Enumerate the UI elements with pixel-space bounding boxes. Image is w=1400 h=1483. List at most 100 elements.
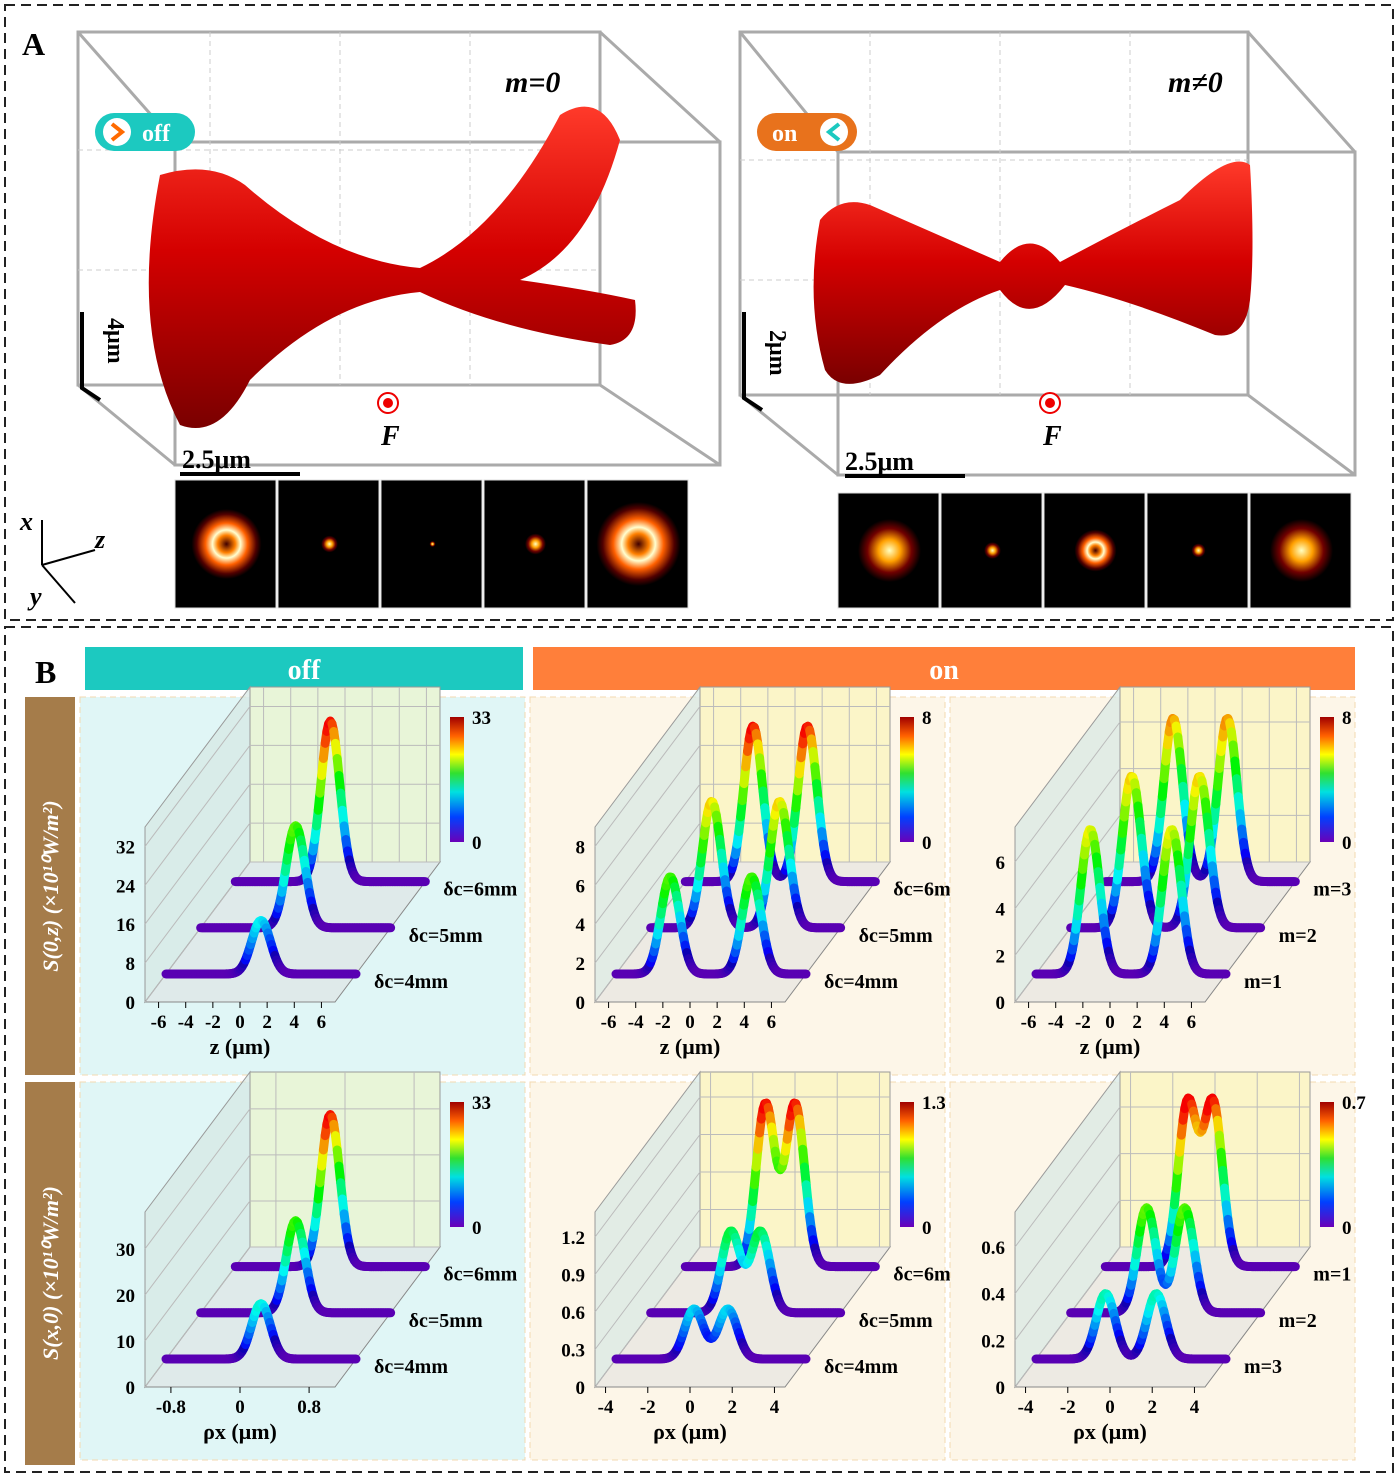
x-tick-label: 4 (1160, 1012, 1170, 1033)
thumb-spot (1192, 544, 1206, 558)
series-label: m=3 (1313, 879, 1351, 901)
colorbar-label: 8 (1342, 708, 1352, 729)
x-tick-label: 4 (770, 1397, 780, 1418)
colorbar (900, 1102, 914, 1227)
x-tick-label: 0.8 (297, 1397, 321, 1418)
x-tick-label: 0 (1105, 1012, 1115, 1033)
focus-label: F (380, 421, 400, 452)
y-tick-label: 1.2 (561, 1228, 585, 1249)
y-tick-label: 2 (996, 946, 1006, 967)
x-tick-label: 0 (235, 1012, 245, 1033)
y-tick-label: 6 (996, 853, 1006, 874)
colorbar-label: 33 (472, 1093, 491, 1114)
y-tick-label: 2 (576, 954, 586, 975)
y-tick-label: 0.2 (981, 1331, 1005, 1352)
thumb-spot (1270, 519, 1333, 582)
series-label: δc=4mm (824, 1356, 898, 1378)
y-tick-label: 0 (576, 1378, 586, 1399)
x-tick-label: 4 (740, 1012, 750, 1033)
x-tick-label: -4 (628, 1012, 644, 1033)
y-tick-label: 4 (996, 900, 1006, 921)
y-tick-label: 0 (996, 993, 1006, 1014)
thumb-spot (192, 509, 262, 579)
x-tick-label: 2 (262, 1012, 272, 1033)
colorbar-label: 33 (472, 708, 491, 729)
x-tick-label: 6 (317, 1012, 327, 1033)
focus-label: F (1042, 421, 1062, 452)
x-tick-label: 0 (1105, 1397, 1115, 1418)
x-tick-label: 6 (767, 1012, 777, 1033)
colorbar-label: 0 (922, 1218, 932, 1239)
series-label: m=2 (1279, 925, 1317, 947)
x-tick-label: -2 (205, 1012, 221, 1033)
x-tick-label: -2 (655, 1012, 671, 1033)
scale-bar (82, 312, 100, 400)
x-axis-label: z (μm) (660, 1034, 721, 1059)
y-tick-label: 4 (576, 915, 586, 936)
x-tick-label: 4 (290, 1012, 300, 1033)
x-axis-label: z (μm) (1080, 1034, 1141, 1059)
axis-name: y (27, 582, 42, 611)
series-label: m=1 (1313, 1264, 1351, 1286)
x-tick-label: -4 (1048, 1012, 1064, 1033)
toggle-label: on (772, 121, 797, 147)
series-label: δc=5mm (859, 1310, 933, 1332)
beam-surface (149, 107, 636, 428)
colorbar (1320, 717, 1334, 842)
thumb-spot (1075, 530, 1117, 572)
thumb-spot (525, 534, 546, 555)
series-label: δc=6mm (443, 879, 517, 901)
y-tick-label: 0.3 (561, 1341, 585, 1362)
x-tick-label: -4 (178, 1012, 194, 1033)
toggle-label: off (142, 121, 171, 147)
axis-name: x (19, 507, 33, 536)
y-tick-label: 10 (116, 1332, 135, 1353)
scale-vertical: 4μm (102, 318, 128, 364)
colorbar (450, 717, 464, 842)
series-label: δc=4mm (824, 971, 898, 993)
x-tick-label: 0 (685, 1397, 695, 1418)
x-tick-label: 2 (712, 1012, 722, 1033)
colorbar-label: 0 (922, 833, 932, 854)
x-tick-label: -2 (1060, 1397, 1076, 1418)
x-tick-label: 6 (1187, 1012, 1197, 1033)
series-label: δc=5mm (409, 1310, 483, 1332)
panel-label: B (35, 654, 56, 690)
toggle-knob (103, 118, 131, 146)
x-tick-label: -2 (640, 1397, 656, 1418)
colorbar-label: 8 (922, 708, 932, 729)
thumb-spot (597, 502, 681, 586)
thumb-spot (430, 541, 436, 547)
series-label: δc=5mm (859, 925, 933, 947)
x-axis-label: z (μm) (210, 1034, 271, 1059)
series-label: m=3 (1244, 1356, 1282, 1378)
x-tick-label: 2 (1132, 1012, 1142, 1033)
x-tick-label: -6 (601, 1012, 617, 1033)
thumb-spot (858, 519, 921, 582)
y-tick-label: 32 (116, 837, 135, 858)
colorbar (1320, 1102, 1334, 1227)
x-tick-label: -2 (1075, 1012, 1091, 1033)
panel-label: A (22, 26, 45, 62)
colorbar-label: 0 (472, 833, 482, 854)
colorbar-label: 0 (1342, 1218, 1352, 1239)
x-axis-label: ρx (μm) (653, 1419, 727, 1444)
y-tick-label: 16 (116, 915, 135, 936)
series-label: δc=5mm (409, 925, 483, 947)
scale-horizontal: 2.5μm (845, 447, 914, 476)
row-label: S(x,0) (×10¹⁰W/m²) (38, 1186, 63, 1360)
x-tick-label: 2 (1147, 1397, 1157, 1418)
condition: m≠0 (1168, 66, 1223, 99)
focus-dot (1045, 398, 1055, 408)
axes-icon (42, 520, 95, 603)
x-tick-label: -6 (1021, 1012, 1037, 1033)
scale-vertical: 2μm (764, 330, 790, 376)
x-tick-label: -0.8 (156, 1397, 186, 1418)
y-tick-label: 0 (576, 993, 586, 1014)
x-tick-label: -4 (598, 1397, 614, 1418)
focus-dot (383, 398, 393, 408)
x-axis-label: ρx (μm) (203, 1419, 277, 1444)
y-tick-label: 8 (576, 837, 586, 858)
